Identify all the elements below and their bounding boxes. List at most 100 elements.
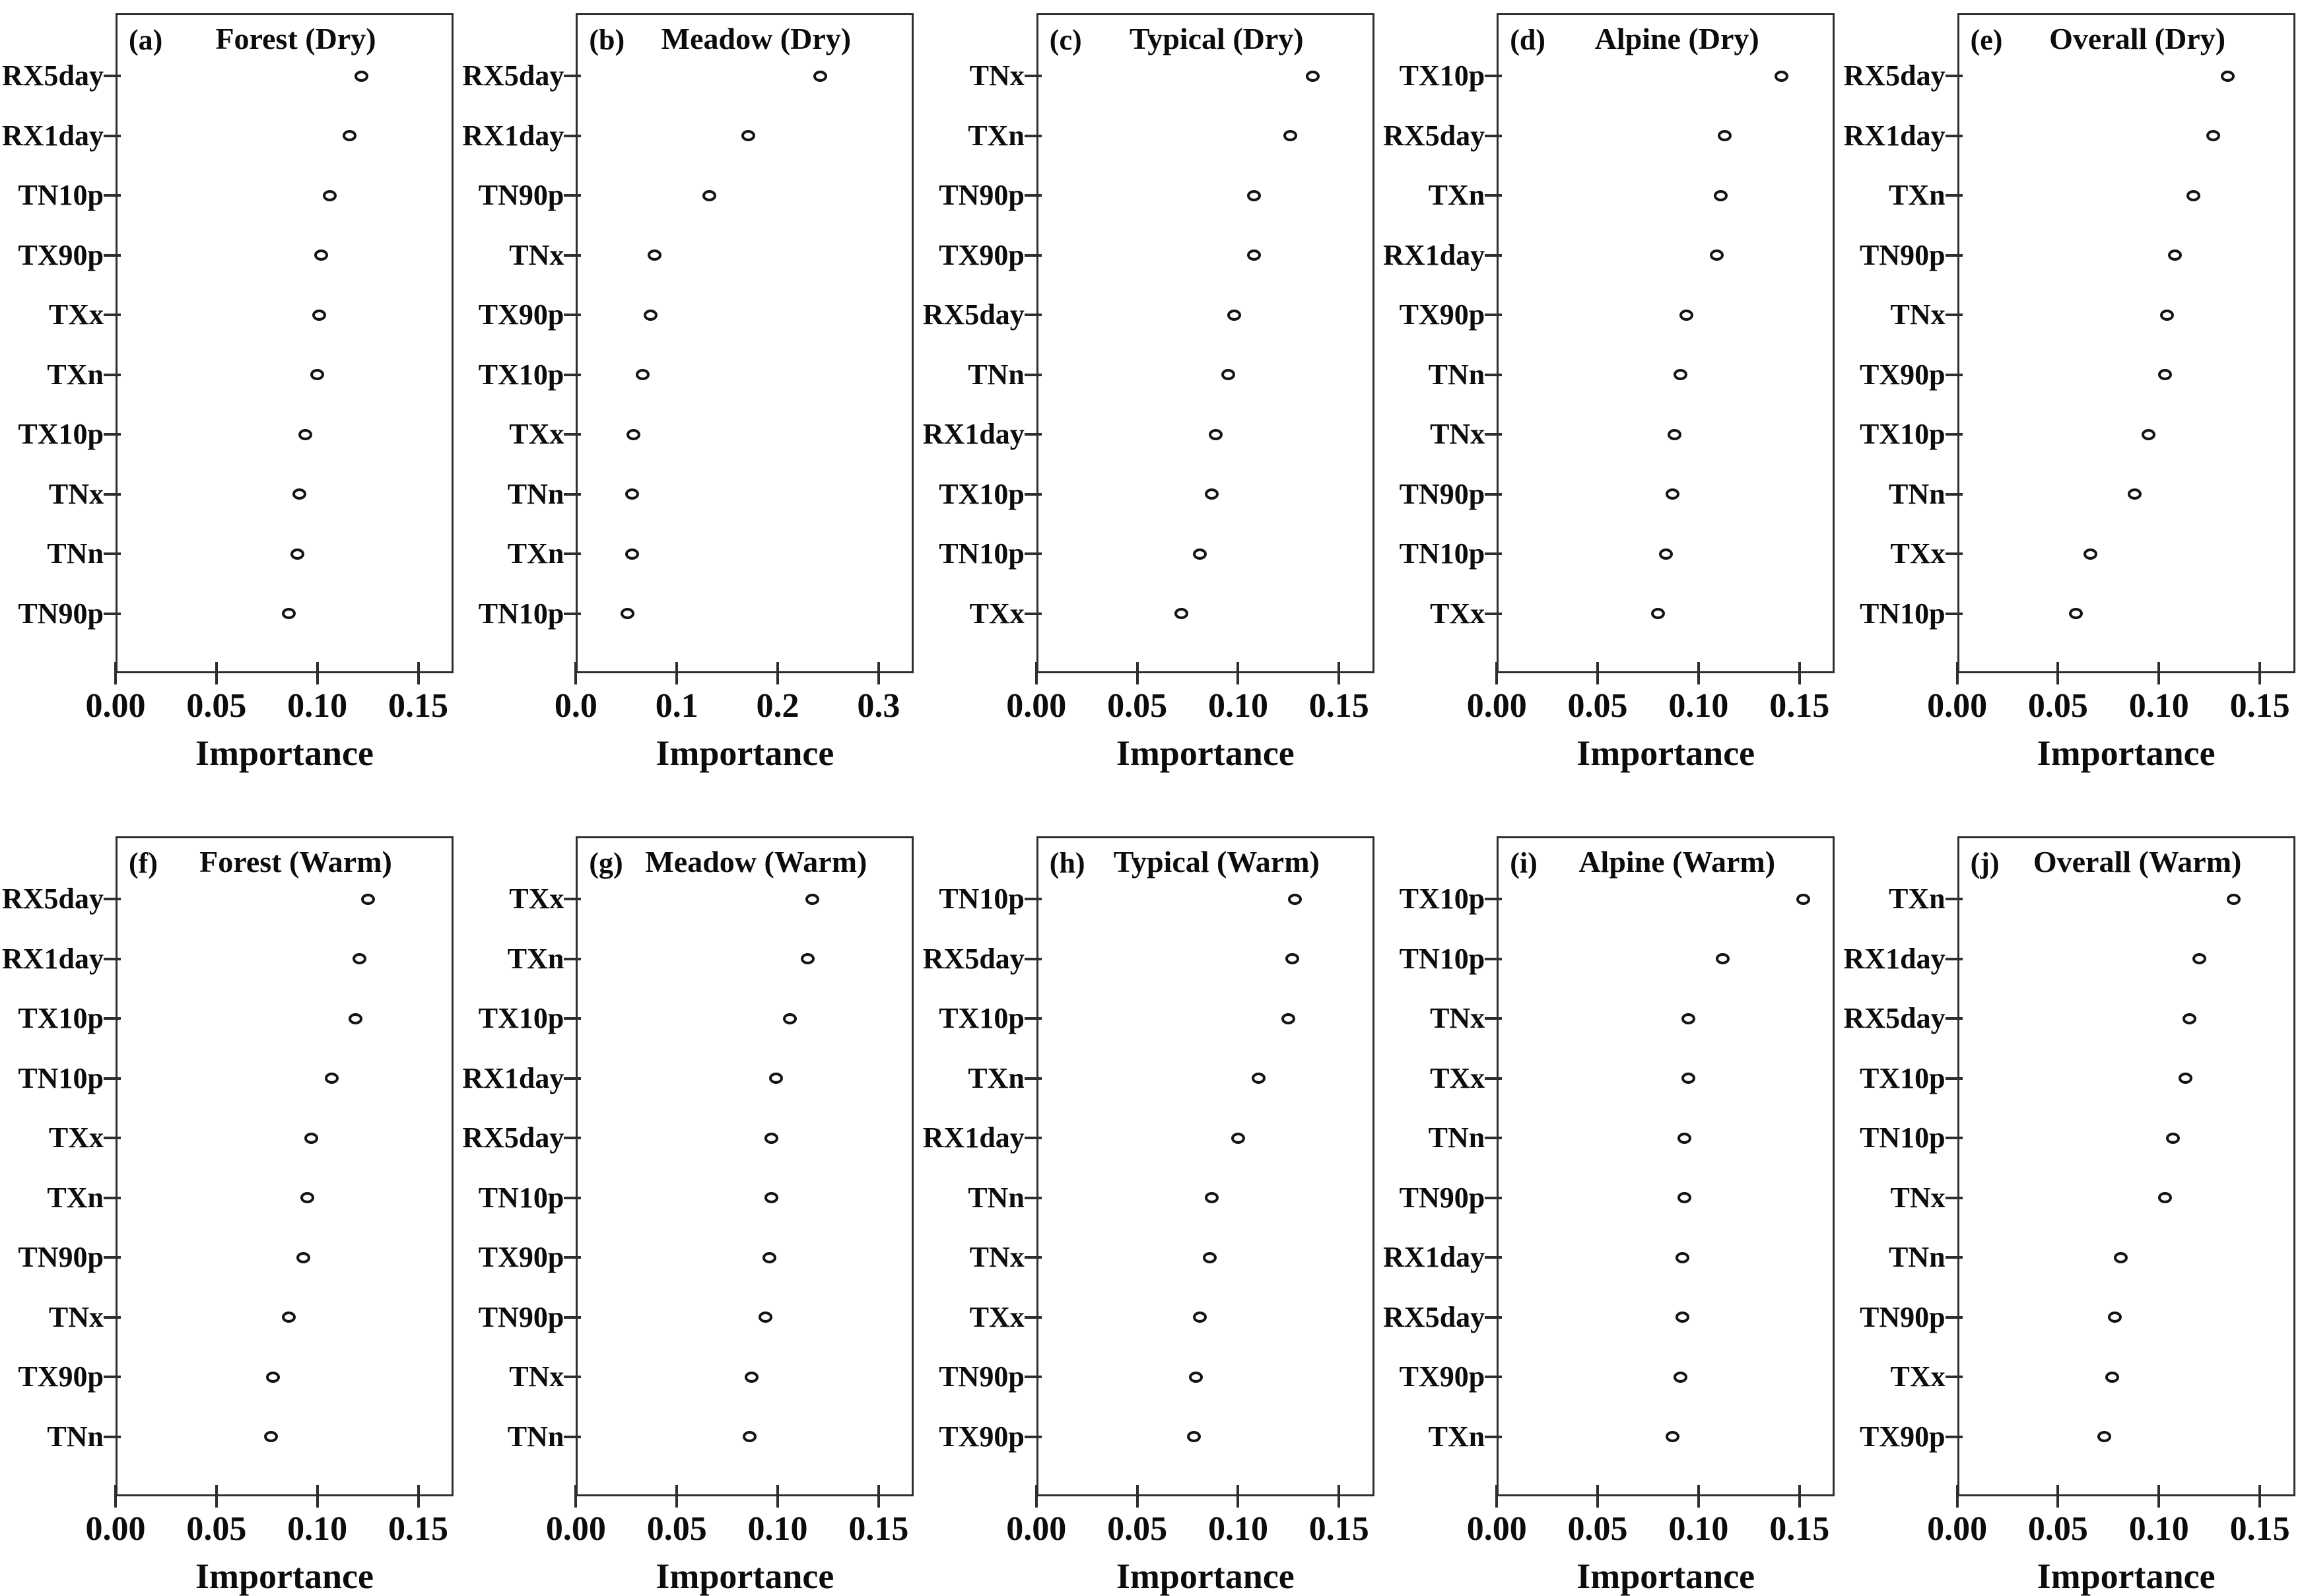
y-axis-tick	[1024, 1256, 1042, 1259]
x-axis-tick	[1798, 662, 1801, 684]
data-point	[1665, 1431, 1679, 1442]
data-point	[1221, 369, 1235, 380]
y-axis-label: TN90p	[478, 179, 564, 211]
y-axis-label: RX5day	[462, 1121, 564, 1154]
x-axis-tick-label: 0.00	[1466, 1510, 1527, 1548]
data-point	[2107, 1312, 2122, 1323]
x-axis-tick	[1135, 662, 1139, 684]
y-axis-label: TX10p	[1399, 882, 1485, 915]
y-axis-label: TN10p	[1860, 597, 1946, 630]
y-axis-tick	[1945, 314, 1963, 316]
plot-area	[1957, 836, 2295, 1496]
x-axis-tick-label: 0.05	[1107, 687, 1168, 725]
y-axis-tick	[1024, 1376, 1042, 1378]
y-axis-label: TNx	[969, 1241, 1025, 1273]
plot-area	[1036, 13, 1374, 673]
y-axis-label: TX10p	[939, 477, 1025, 510]
y-axis-tick	[1945, 194, 1963, 197]
y-axis-label: TN90p	[1399, 477, 1485, 510]
x-axis-tick-label: 0.15	[1769, 1510, 1830, 1548]
data-point	[1709, 249, 1724, 261]
y-axis-tick	[564, 1256, 582, 1259]
panel-letter: (b)	[589, 24, 625, 56]
y-axis-tick	[1945, 433, 1963, 436]
panel-title: Forest (Warm)	[199, 845, 392, 879]
y-axis-label: RX1day	[462, 119, 564, 152]
plot-area	[1036, 836, 1374, 1496]
x-axis-tick	[2157, 662, 2161, 684]
y-axis-label: TNn	[507, 1420, 564, 1453]
x-axis-tick	[1596, 1485, 1600, 1508]
y-axis-tick	[1024, 957, 1042, 960]
x-axis-title: Importance	[1116, 1556, 1295, 1596]
panel-letter: (d)	[1510, 24, 1545, 56]
panel-title: Overall (Dry)	[2049, 22, 2226, 55]
y-axis-label: RX1day	[1, 942, 104, 975]
x-axis-tick-label: 0.15	[1769, 687, 1830, 725]
x-axis-tick	[1596, 662, 1600, 684]
data-point	[300, 1192, 314, 1203]
y-axis-tick	[1485, 1017, 1503, 1020]
x-axis-tick	[114, 1485, 117, 1508]
data-point	[1287, 893, 1302, 905]
panel-title: Forest (Dry)	[215, 22, 376, 55]
data-point	[620, 608, 634, 619]
data-point	[2220, 70, 2235, 82]
y-axis-label: TXx	[509, 418, 564, 450]
y-axis-tick	[1024, 314, 1042, 316]
x-axis-tick-label: 0.15	[388, 687, 448, 725]
x-axis-tick	[2258, 1485, 2262, 1508]
y-axis-tick	[1485, 1376, 1503, 1378]
y-axis-label: TNx	[48, 477, 104, 510]
x-axis-tick	[1697, 662, 1700, 684]
data-point	[1667, 428, 1681, 440]
y-axis-tick	[564, 75, 582, 77]
y-axis-tick	[1485, 492, 1503, 496]
y-axis-label: TN10p	[1399, 537, 1485, 570]
x-axis-tick	[1236, 662, 1240, 684]
y-axis-tick	[1485, 1137, 1503, 1139]
x-axis-tick-label: 0.3	[857, 687, 900, 725]
y-axis-label: TXn	[1889, 179, 1946, 211]
y-axis-label: TX10p	[939, 1002, 1025, 1034]
y-axis-tick	[104, 134, 121, 137]
data-point	[265, 1371, 280, 1383]
y-axis-label: RX1day	[1, 119, 104, 152]
y-axis-label: RX1day	[1383, 1241, 1485, 1273]
x-axis-tick-label: 0.00	[85, 1510, 146, 1548]
data-point	[355, 70, 369, 82]
y-axis-tick	[104, 1196, 121, 1199]
y-axis-label: TN90p	[1860, 1300, 1946, 1333]
data-point	[2097, 1431, 2112, 1442]
data-point	[744, 1371, 759, 1383]
panel-title: Meadow (Dry)	[661, 22, 852, 55]
y-axis-tick	[1485, 1077, 1503, 1080]
data-point	[1192, 548, 1207, 560]
data-point	[764, 1132, 779, 1144]
data-point	[304, 1132, 318, 1144]
y-axis-label: RX1day	[922, 1121, 1025, 1154]
data-point	[643, 309, 658, 321]
x-axis-tick-label: 0.05	[2027, 687, 2088, 725]
data-point	[353, 953, 367, 964]
y-axis-label: TN10p	[478, 1181, 564, 1214]
x-axis-tick	[2258, 662, 2262, 684]
y-axis-label: RX5day	[1383, 119, 1485, 152]
y-axis-tick	[1024, 1077, 1042, 1080]
y-axis-label: TN10p	[939, 537, 1025, 570]
y-axis-tick	[1024, 1435, 1042, 1438]
data-point	[310, 369, 325, 380]
x-axis-tick-label: 0.10	[747, 1510, 808, 1548]
y-axis-tick	[1485, 1256, 1503, 1259]
x-axis-tick	[1236, 1485, 1240, 1508]
y-axis-label: TXn	[47, 1181, 104, 1214]
y-axis-tick	[1945, 1435, 1963, 1438]
data-point	[322, 189, 337, 201]
y-axis-label: TN10p	[1399, 942, 1485, 975]
x-axis-tick-label: 0.00	[545, 1510, 606, 1548]
y-axis-label: TNn	[47, 1420, 104, 1453]
panel-d: (d) Alpine (Dry) TX10p RX5day TXn RX1day TX90p…	[1381, 0, 1841, 798]
y-axis-tick	[1024, 373, 1042, 376]
y-axis-label: TX90p	[1399, 1360, 1485, 1393]
data-point	[1203, 1251, 1217, 1263]
